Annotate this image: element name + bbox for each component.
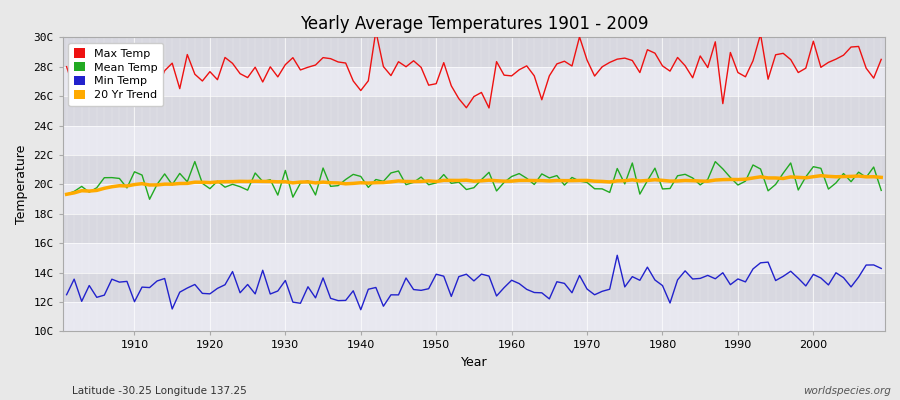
Bar xyxy=(63,214,885,243)
Bar xyxy=(63,184,885,214)
Bar xyxy=(63,155,885,184)
Text: worldspecies.org: worldspecies.org xyxy=(803,386,891,396)
Bar xyxy=(63,273,885,302)
Bar xyxy=(63,302,885,332)
Bar xyxy=(63,37,885,67)
Legend: Max Temp, Mean Temp, Min Temp, 20 Yr Trend: Max Temp, Mean Temp, Min Temp, 20 Yr Tre… xyxy=(68,43,163,106)
Title: Yearly Average Temperatures 1901 - 2009: Yearly Average Temperatures 1901 - 2009 xyxy=(300,15,648,33)
Bar xyxy=(63,96,885,126)
Y-axis label: Temperature: Temperature xyxy=(15,145,28,224)
X-axis label: Year: Year xyxy=(461,356,487,369)
Text: Latitude -30.25 Longitude 137.25: Latitude -30.25 Longitude 137.25 xyxy=(72,386,247,396)
Bar xyxy=(63,243,885,273)
Bar xyxy=(63,126,885,155)
Bar xyxy=(63,67,885,96)
